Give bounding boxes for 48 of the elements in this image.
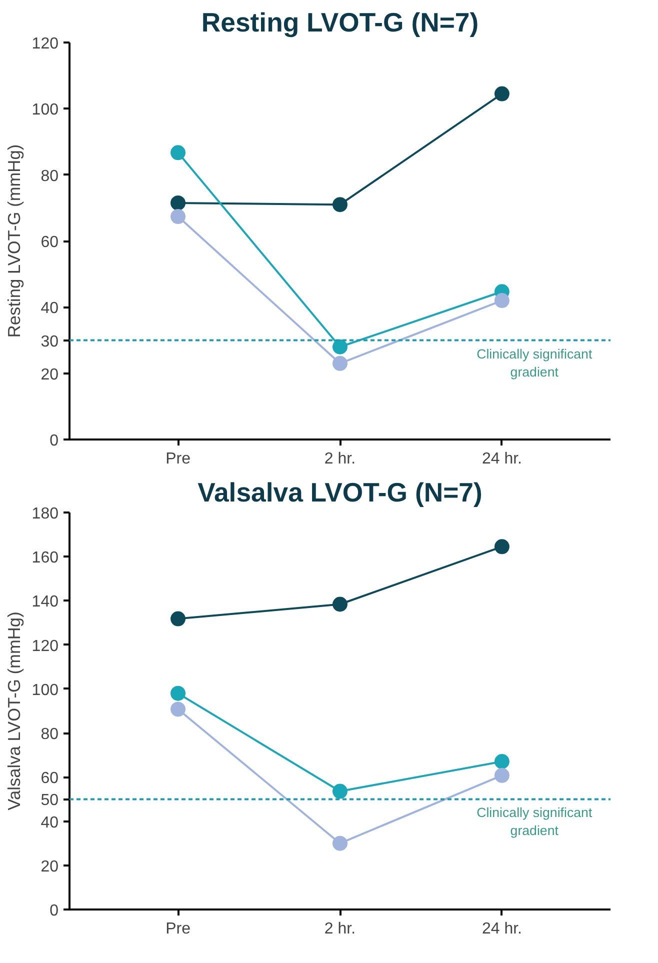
x-tick-label: 24 hr.: [482, 450, 522, 468]
point: [170, 195, 186, 210]
y-tick-label: 50: [40, 792, 59, 810]
point: [170, 611, 186, 626]
y-tick-label: 80: [40, 168, 59, 185]
x-tick-label: 2 hr.: [324, 920, 356, 938]
y-tick-label: 60: [40, 770, 59, 788]
y-tick-label: 60: [40, 234, 59, 251]
y-tick-label: 120: [32, 638, 59, 655]
y-tick-label: 20: [40, 366, 59, 384]
point: [170, 702, 186, 717]
ref-line-label: Clinically significant gradient: [476, 346, 592, 380]
chart-title: Resting LVOT-G (N=7): [201, 8, 479, 38]
y-tick-label: 80: [40, 726, 59, 744]
chart-title: Valsalva LVOT-G (N=7): [198, 478, 482, 508]
y-tick-label: 100: [32, 102, 59, 119]
point: [494, 86, 510, 102]
point: [332, 356, 348, 371]
x-tick-label: Pre: [166, 450, 191, 468]
x-tick-label: 2 hr.: [324, 450, 356, 468]
y-tick-label: 40: [40, 814, 59, 832]
point: [494, 754, 510, 769]
y-axis-title: Valsalva LVOT-G (mmHg): [4, 612, 24, 810]
point: [332, 339, 348, 354]
point: [494, 293, 510, 308]
point: [332, 596, 348, 612]
y-tick-label: 40: [40, 300, 59, 318]
y-tick-label: 0: [50, 902, 59, 920]
y-tick-label: 0: [50, 432, 59, 450]
x-tick-label: 24 hr.: [482, 920, 522, 938]
y-tick-label: 20: [40, 858, 59, 876]
point: [332, 197, 348, 212]
point: [170, 686, 186, 701]
point: [494, 539, 510, 554]
x-tick-label: Pre: [166, 920, 191, 938]
y-tick-label: 180: [32, 506, 59, 522]
point: [332, 836, 348, 851]
ref-line-label: Clinically significant gradient: [476, 805, 592, 838]
point: [170, 209, 186, 224]
y-tick-label: 30: [40, 333, 59, 350]
y-tick-label: 100: [32, 682, 59, 699]
y-axis-title: Resting LVOT-G (mmHg): [4, 144, 24, 338]
point: [494, 768, 510, 783]
point: [170, 145, 186, 160]
y-tick-label: 120: [32, 36, 59, 52]
point: [332, 784, 348, 799]
y-tick-label: 160: [32, 550, 59, 567]
y-tick-label: 140: [32, 594, 59, 611]
